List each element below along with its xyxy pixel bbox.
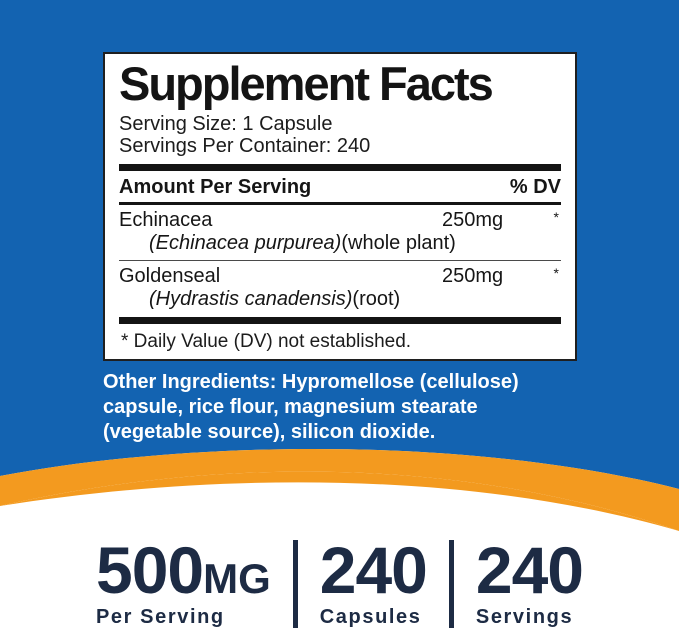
stat-value: 500 [95,533,204,607]
stat-number: 240 [475,533,584,607]
ingredient-part: (whole plant) [341,232,456,254]
ingredient-dv: * [553,265,559,281]
panel-title: Supplement Facts [119,57,494,110]
stat-value: 240 [319,533,428,607]
serving-info: Serving Size: 1 Capsule Servings Per Con… [119,113,561,157]
ingredient-dv: * [553,209,559,225]
stat-unit: MG [203,555,271,602]
divider-thick-top [119,164,561,171]
ingredient-row-goldenseal: Goldenseal 250mg * (Hydrastis canadensis… [119,261,561,316]
orange-swoosh [0,448,679,531]
other-ingredients-text: Other Ingredients: Hypromellose (cellulo… [103,371,519,443]
orange-swoosh-edge [0,471,679,531]
divider-thick-bottom [119,317,561,324]
servings-per-container: Servings Per Container: 240 [119,135,371,157]
stats-divider [292,540,298,628]
ingredient-amount: 250mg [442,209,504,231]
stats-divider [448,540,454,628]
supplement-facts-panel: Supplement Facts Serving Size: 1 Capsule… [103,52,577,361]
label-content: Supplement Facts Serving Size: 1 Capsule… [103,52,577,445]
stat-value: 240 [475,533,584,607]
brush-fleck [552,478,569,486]
stat-servings: 240 Servings [475,533,584,628]
ingredient-amount: 250mg [442,265,504,287]
stat-label: Servings [475,606,574,628]
stats-bar: 500 MG Per Serving 240 Capsules 240 Servi… [0,533,679,628]
ingredient-latin-name: (Echinacea purpurea) [149,232,342,254]
ingredient-detail: (Echinacea purpurea)(whole plant) [119,231,561,260]
stat-number: 240 [319,533,428,607]
ingredient-main: Goldenseal 250mg * [119,265,561,287]
stat-per-serving: 500 MG Per Serving [95,533,271,628]
amount-per-serving-header: Amount Per Serving [119,176,312,198]
serving-size: Serving Size: 1 Capsule [119,113,333,135]
dv-footnote: * Daily Value (DV) not established. [121,331,412,352]
stat-label: Per Serving [95,606,225,628]
stat-number: 500 MG [95,533,271,607]
ingredient-name: Goldenseal [119,265,221,287]
percent-dv-header: % DV [509,176,561,198]
ingredient-detail: (Hydrastis canadensis)(root) [119,287,561,316]
ingredient-row-echinacea: Echinacea 250mg * (Echinacea purpurea)(w… [119,205,561,261]
ingredient-latin-name: (Hydrastis canadensis) [149,288,353,310]
stat-capsules: 240 Capsules [319,533,428,628]
table-header: Amount Per Serving % DV [119,171,561,205]
stat-label: Capsules [319,606,422,628]
ingredient-name: Echinacea [119,209,213,231]
ingredient-main: Echinacea 250mg * [119,209,561,231]
ingredient-part: (root) [352,288,401,310]
